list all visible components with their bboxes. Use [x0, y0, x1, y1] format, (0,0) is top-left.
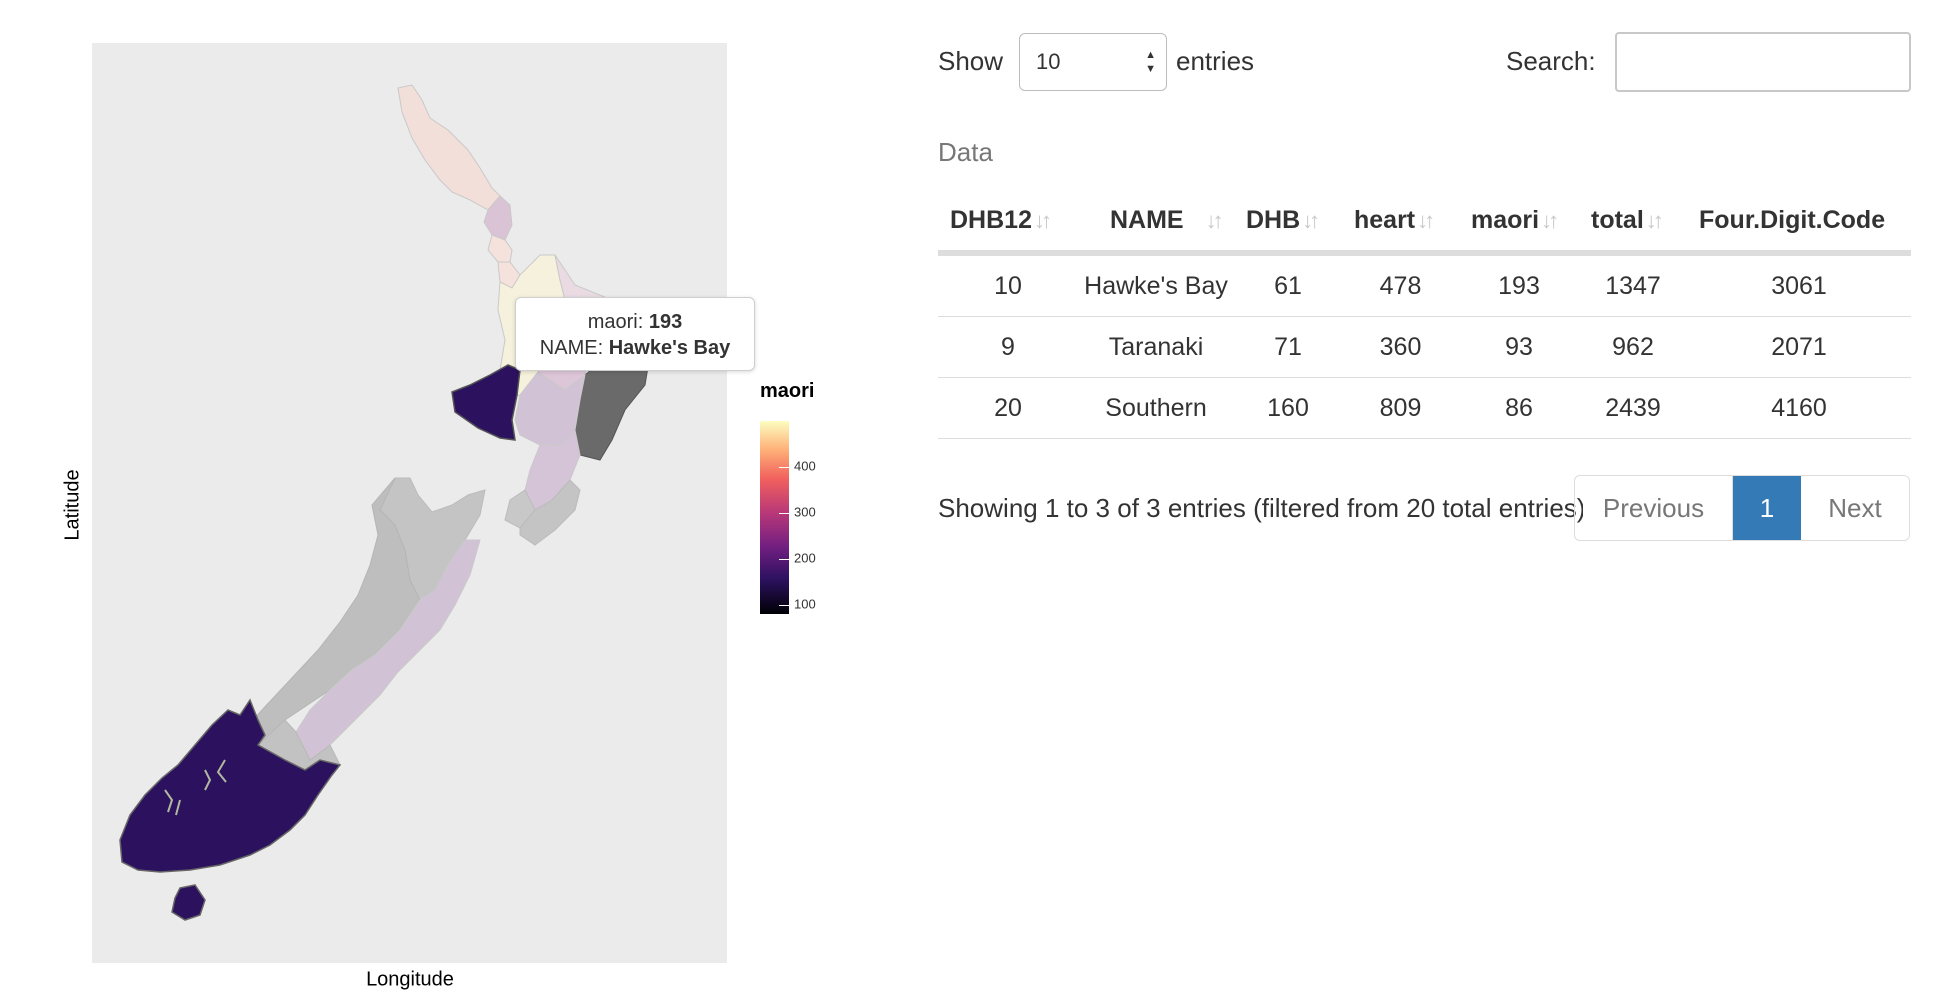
column-header-maori[interactable]: maori↓↑: [1459, 190, 1579, 256]
color-legend: maori 400 300 200 100: [760, 380, 880, 620]
search-label: Search:: [1506, 46, 1596, 76]
legend-tick: [779, 513, 789, 514]
page-length-select[interactable]: 10 ▲ ▼: [1019, 33, 1167, 91]
select-arrows-icon: ▲ ▼: [1145, 49, 1156, 75]
tooltip-line-maori: maori: 193: [587, 311, 683, 333]
table-row[interactable]: 9 Taranaki 71 360 93 962 2071: [938, 316, 1911, 378]
sort-icon: ↓↑: [1541, 207, 1559, 233]
column-header-name[interactable]: NAME ↓↑: [1078, 190, 1234, 256]
sort-icon: ↓↑: [1302, 207, 1320, 233]
data-table: DHB12↓↑ NAME ↓↑ DHB↓↑ heart↓↑ maori↓↑ tot…: [938, 190, 1911, 439]
column-header-total[interactable]: total↓↑: [1579, 190, 1687, 256]
legend-colorbar: [760, 421, 789, 614]
legend-label-200: 200: [794, 550, 816, 566]
choropleth-map[interactable]: [0, 0, 900, 1000]
region-southern[interactable]: [119, 698, 342, 873]
tooltip-line-name: NAME: Hawke's Bay: [539, 337, 731, 359]
legend-label-100: 100: [794, 596, 816, 612]
legend-label-400: 400: [794, 458, 816, 474]
entries-label: entries: [1176, 46, 1255, 76]
column-header-four-digit-code[interactable]: Four.Digit.Code: [1687, 190, 1911, 256]
map-panel: Latitude Longitude maori: 193 NAME: Hawk…: [0, 0, 900, 1000]
southern-lakes: [164, 759, 227, 816]
tooltip-name-value: Hawke's Bay: [608, 337, 731, 359]
table-header-row: DHB12↓↑ NAME ↓↑ DHB↓↑ heart↓↑ maori↓↑ tot…: [938, 190, 1911, 256]
table-caption: Data: [938, 137, 993, 167]
sort-icon: ↓↑: [1033, 207, 1052, 233]
y-axis-title: Latitude: [61, 469, 84, 541]
page-length-value: 10: [1036, 49, 1061, 74]
region-canterbury[interactable]: [295, 539, 481, 761]
datatable-panel: Show 10 ▲ ▼ entries Search: Data DHB12↓↑ …: [938, 0, 1938, 1000]
table-row[interactable]: 20 Southern 160 809 86 2439 4160: [938, 377, 1911, 439]
legend-tick: [779, 559, 789, 560]
sort-icon: ↓↑: [1645, 207, 1664, 233]
pagination: Previous 1 Next: [1574, 475, 1910, 541]
column-header-heart[interactable]: heart↓↑: [1342, 190, 1459, 256]
legend-tick: [779, 605, 789, 606]
x-axis-title: Longitude: [366, 968, 454, 991]
show-label: Show: [938, 46, 1004, 76]
table-row[interactable]: 10 Hawke's Bay 61 478 193 1347 3061: [938, 253, 1911, 317]
table-info: Showing 1 to 3 of 3 entries (filtered fr…: [938, 493, 1583, 523]
sort-icon: ↓↑: [1417, 207, 1435, 233]
legend-title: maori: [760, 380, 815, 402]
region-stewart-island[interactable]: [171, 884, 206, 921]
search-input[interactable]: [1615, 32, 1911, 92]
tooltip-maori-value: 193: [648, 311, 683, 333]
page-1-button[interactable]: 1: [1733, 476, 1801, 540]
column-header-dhb12[interactable]: DHB12↓↑: [938, 190, 1078, 256]
column-header-dhb[interactable]: DHB↓↑: [1234, 190, 1342, 256]
legend-label-300: 300: [794, 504, 816, 520]
sort-icon: ↓↑: [1205, 207, 1224, 233]
previous-button[interactable]: Previous: [1575, 476, 1733, 540]
map-tooltip: maori: 193 NAME: Hawke's Bay: [515, 297, 755, 371]
region-taranaki[interactable]: [451, 364, 521, 441]
next-button[interactable]: Next: [1828, 492, 1882, 523]
region-waitemata[interactable]: [483, 195, 513, 241]
legend-tick: [779, 467, 789, 468]
region-wairarapa[interactable]: [519, 479, 581, 546]
